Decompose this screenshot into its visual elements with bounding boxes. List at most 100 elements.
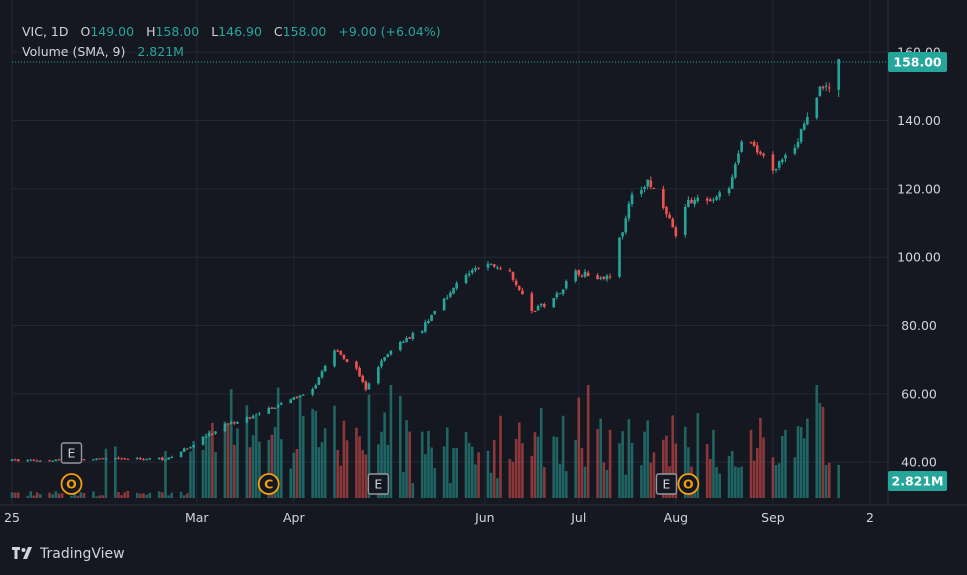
volume-bar (474, 464, 477, 498)
volume-bar (314, 410, 318, 498)
volume-bar (279, 439, 283, 498)
candle-body (668, 214, 671, 219)
volume-bar (142, 493, 145, 498)
candle-body (204, 436, 208, 438)
volume-bar (420, 431, 424, 498)
candle-body (386, 354, 390, 357)
volume-bar (683, 426, 687, 498)
event-markers: EO C E E O (60, 442, 700, 495)
candle-body (32, 459, 36, 461)
candle-body (445, 297, 449, 299)
open-value: 149.00 (90, 24, 135, 39)
candle-body (618, 237, 621, 277)
earnings-marker-label: E (663, 477, 671, 492)
volume-bar (223, 421, 227, 498)
volume-bar (48, 492, 51, 498)
candle-body (26, 460, 29, 462)
candle-body (135, 458, 139, 460)
price-tick-label: 60.00 (901, 386, 937, 401)
volume-bar (342, 420, 346, 498)
volume-bar (539, 407, 543, 498)
candle-body (730, 176, 734, 189)
candle-body (517, 285, 521, 290)
event-marker-circle[interactable] (677, 473, 700, 495)
volume-bar (164, 451, 167, 498)
volume-bar (32, 495, 36, 498)
candle-body (267, 408, 271, 414)
volume-bar (167, 495, 170, 498)
brand[interactable]: TradingView (12, 545, 125, 563)
volume-bar (248, 447, 252, 498)
volume-bar (818, 403, 822, 498)
symbol-label[interactable]: VIC (22, 24, 43, 39)
volume-bar (333, 405, 336, 498)
candle-body (339, 351, 343, 355)
earnings-marker-box[interactable] (367, 473, 390, 495)
candle-body (734, 164, 737, 178)
earnings-marker-label: E (374, 477, 382, 492)
candle-body (254, 414, 258, 416)
candle-body (577, 269, 581, 275)
volume-bar (621, 431, 624, 498)
volume-bar (718, 473, 721, 498)
volume-bar (608, 429, 612, 498)
candle-body (92, 459, 95, 461)
candle-body (696, 197, 700, 202)
close-value: 158.00 (282, 24, 327, 39)
candle-body (630, 194, 634, 205)
earnings-marker-box[interactable] (655, 473, 678, 495)
candle-body (358, 368, 361, 377)
event-marker-circle[interactable] (60, 473, 83, 495)
volume-bar (445, 427, 449, 498)
candle-body (295, 396, 299, 398)
event-marker-label: O (683, 477, 694, 492)
volume-bar (602, 462, 606, 498)
candle-body (248, 417, 252, 419)
volume-bar (383, 412, 386, 498)
grid-lines (11, 0, 888, 505)
volume-bar (320, 442, 324, 498)
earnings-marker-box[interactable] (60, 442, 83, 464)
price-tick-label: 140.00 (897, 113, 941, 128)
volume-bar (358, 436, 361, 498)
candle-body (411, 333, 415, 339)
candle-body (533, 310, 537, 312)
candle-body (652, 187, 656, 189)
candle-body (427, 320, 430, 323)
event-marker-circle[interactable] (257, 473, 280, 495)
volume-bar (821, 406, 825, 498)
candle-body (708, 199, 712, 202)
candle-body (35, 460, 39, 462)
candle-body (57, 459, 61, 461)
price-tick-label: 100.00 (897, 250, 941, 265)
volume-bar (29, 491, 33, 498)
candle-body (433, 311, 437, 314)
candle-body (599, 277, 603, 279)
candle-body (420, 331, 424, 333)
candle-body (38, 460, 42, 462)
candle-body (580, 275, 584, 277)
volume-bar (649, 462, 653, 498)
candle-body (486, 263, 490, 268)
candle-body (489, 263, 493, 265)
candle-body (317, 377, 321, 385)
volume-bar (298, 394, 302, 498)
volume-bar (427, 430, 430, 498)
candle-body (802, 123, 806, 130)
volume-bar (665, 435, 668, 498)
candle-body (16, 459, 20, 462)
volume-bar (705, 444, 709, 498)
candle-body (323, 365, 327, 372)
low-value: 146.90 (218, 24, 262, 39)
volume-bar (226, 423, 230, 498)
interval-label[interactable]: 1D (50, 24, 69, 39)
candle-body (424, 322, 427, 332)
volume-bar (618, 443, 621, 498)
volume-bar (51, 494, 55, 498)
volume-legend-label[interactable]: Volume (SMA, 9) (22, 44, 126, 59)
volume-bar (101, 495, 105, 498)
candle-body (539, 304, 543, 306)
low-label: L (211, 24, 219, 39)
